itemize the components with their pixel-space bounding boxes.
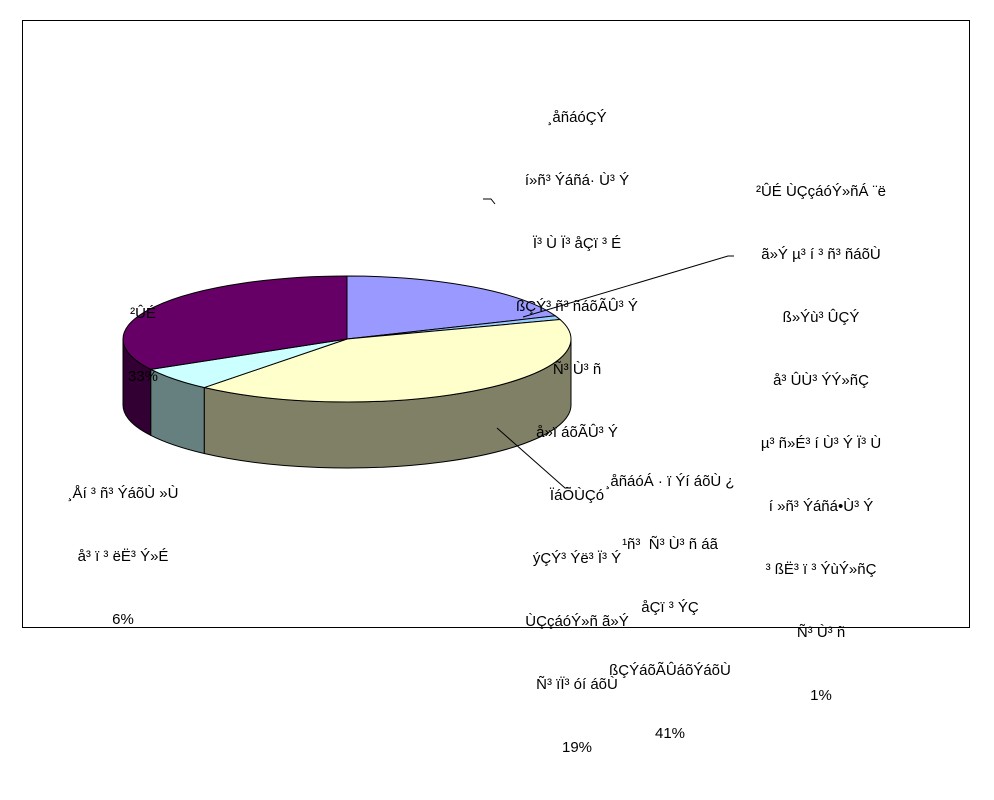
slice-label-text: Ï³ Ù Ï³ åÇï ³ É [532,235,622,252]
slice-label-text: ÏáÕÙÇó [549,487,605,504]
slice-label-text: ýÇÝ³ Ýë³ Ï³ Ý [532,550,622,567]
slice-label-text: ³ ßË³ ï ³ ÝùÝ»ñÇ [765,561,877,578]
slice-label-text: ßÇÝ³ ñ³ ñáõÃÛ³ Ý [516,298,638,315]
leader-line-s1 [522,255,734,318]
slice-label-text: í»ñ³ Ýáñá· Ù³ Ý [524,172,630,189]
slice-percent: 41% [654,725,686,742]
slice-label-text: Ñ³ Ù³ ñ [552,361,602,378]
leader-line-s41 [496,427,571,489]
slice-label-text: ¸åñáóÇÝ [547,109,607,126]
slice-label-text: ¸åñáóÁ · ï Ýí áõÙ ¿ [605,473,735,490]
pie-slice-s33 [122,275,348,370]
slice-label-text: å³ ï ³ ëË³ Ý»É [77,548,169,565]
slice-label-text: ß»Ýù³ ÛÇÝ [782,309,860,326]
slice-label-text: ²ÛÉ ÙÇçáóÝ»ñÁ ¨ë [755,183,887,200]
pie-slice-s19 [346,275,557,340]
chart-area: ¸åñáóÇÝ í»ñ³ Ýáñá· Ù³ Ý Ï³ Ù Ï³ åÇï ³ É … [22,20,970,756]
slice-label-text: ¹ñ³ Ñ³ Ù³ ñ áã [622,536,718,553]
pie-slice-s41 [202,319,572,403]
slice-label-s41: ¸åñáóÁ · ï Ýí áõÙ ¿ ¹ñ³ Ñ³ Ù³ ñ áã åÇï ³… [575,429,765,786]
pie-chart [122,198,734,489]
slice-label-text: µ³ ñ»É³ í Ù³ Ý Ï³ Ù [760,435,882,452]
slice-label-text: ßÇÝáõÃÛáõÝáõÙ [609,662,731,679]
slice-label-text: ¸Åí ³ ñ³ ÝáõÙ »Ù [67,485,179,502]
slice-label-text: å³ ÛÙ³ ÝÝ»ñÇ [773,372,869,389]
slice-label-text: ã»Ý µ³ í ³ ñ³ ñáõÙ [761,246,881,263]
slice-percent: 6% [112,611,134,628]
slice-label-text: å»ï áõÃÛ³ Ý [536,424,618,441]
slice-label-text: ²ÛÉ [130,305,156,322]
slice-label-s6: ¸Åí ³ ñ³ ÝáõÙ »Ù å³ ï ³ ëË³ Ý»É 6% [43,441,203,672]
slice-percent: 33% [127,368,159,385]
slice-label-text: ÙÇçáóÝ»ñ ã»Ý [525,613,629,630]
slice-label-text: åÇï ³ ÝÇ [641,599,699,616]
leader-line-s19 [483,198,496,205]
slice-label-s33: ²ÛÉ 33% [113,261,173,429]
slice-label-s1: ²ÛÉ ÙÇçáóÝ»ñÁ ¨ë ã»Ý µ³ í ³ ñ³ ñáõÙ ß»Ýù… [721,139,921,748]
slice-label-text: í »ñ³ Ýáñá•Ù³ Ý [768,498,874,515]
